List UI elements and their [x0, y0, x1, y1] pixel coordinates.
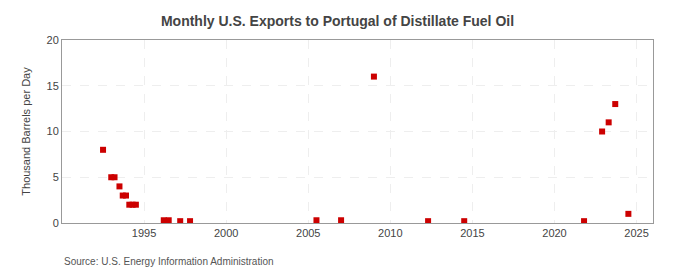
svg-text:1995: 1995 [132, 227, 156, 239]
svg-text:2025: 2025 [624, 227, 648, 239]
svg-text:Monthly U.S. Exports to Portug: Monthly U.S. Exports to Portugal of Dist… [161, 13, 514, 29]
svg-text:10: 10 [47, 125, 59, 137]
svg-text:2000: 2000 [214, 227, 238, 239]
svg-text:2020: 2020 [542, 227, 566, 239]
svg-text:2010: 2010 [378, 227, 402, 239]
svg-text:20: 20 [47, 34, 59, 46]
svg-text:0: 0 [53, 217, 59, 229]
svg-text:Source: U.S. Energy Informatio: Source: U.S. Energy Information Administ… [64, 256, 274, 267]
svg-text:2005: 2005 [296, 227, 320, 239]
svg-text:15: 15 [47, 80, 59, 92]
svg-text:Thousand Barrels per Day: Thousand Barrels per Day [20, 67, 32, 196]
svg-text:5: 5 [53, 171, 59, 183]
svg-text:2015: 2015 [460, 227, 484, 239]
